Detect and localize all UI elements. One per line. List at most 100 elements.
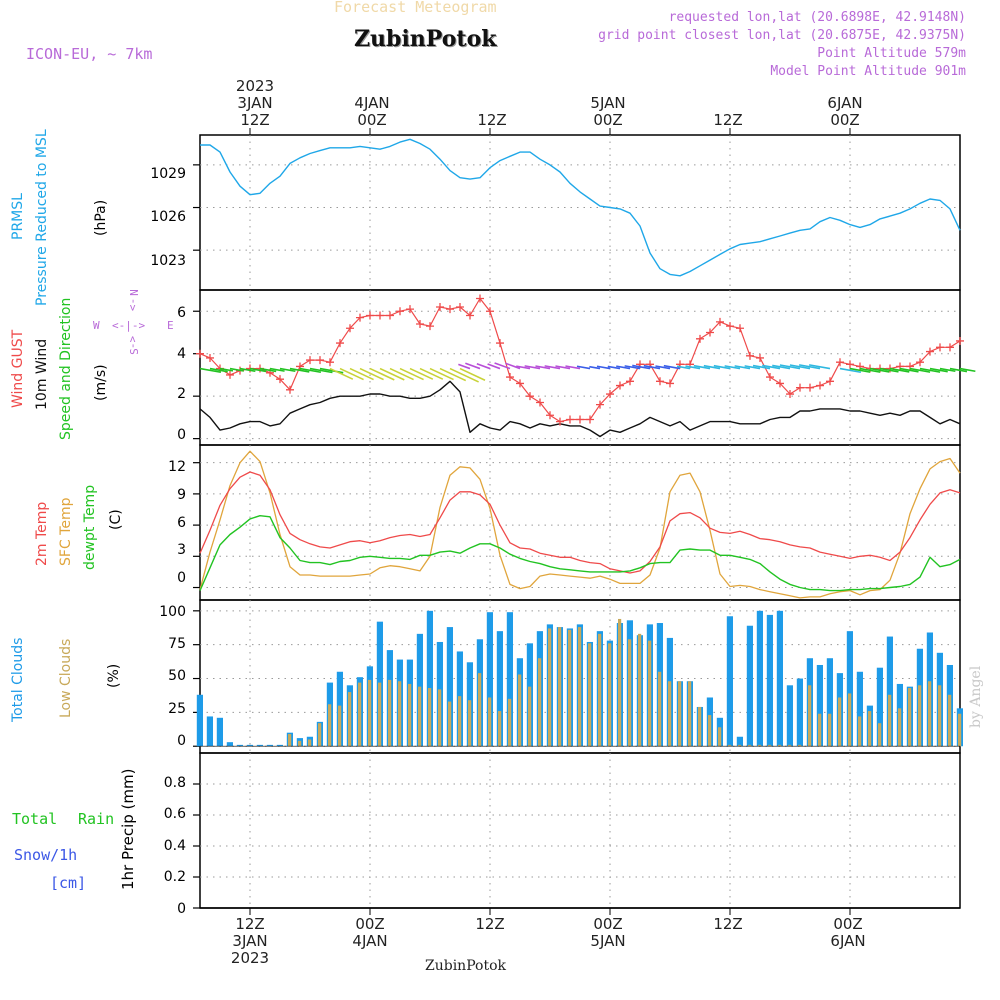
wind-direction-arrow bbox=[724, 365, 741, 370]
y-tick-label: 2 bbox=[177, 386, 186, 402]
t2m-label: 2m Temp bbox=[34, 501, 50, 566]
wind-direction-arrow bbox=[789, 364, 811, 370]
gust-point-marker bbox=[526, 392, 534, 401]
low-clouds-bar bbox=[728, 744, 732, 747]
low-clouds-bar bbox=[478, 673, 482, 747]
wind-direction-arrow bbox=[249, 367, 267, 373]
wind-direction-arrow bbox=[849, 367, 871, 373]
wind-direction-arrow bbox=[685, 365, 701, 370]
low-clouds-bar bbox=[938, 685, 942, 747]
precip-unit: 1hr Precip (mm) bbox=[119, 768, 137, 890]
bottom-time-label: 12Z bbox=[713, 915, 743, 933]
gust-point-marker bbox=[816, 381, 824, 390]
gust-point-marker bbox=[756, 353, 764, 362]
wind-direction-arrow bbox=[949, 367, 968, 373]
wind-direction-arrow bbox=[939, 367, 956, 373]
low-clouds-bar bbox=[588, 643, 592, 747]
low-clouds-bar bbox=[398, 681, 402, 747]
low-clouds-bar bbox=[608, 643, 612, 747]
low-clouds-bar bbox=[448, 701, 452, 747]
wind-direction-arrow bbox=[299, 367, 322, 374]
low-clouds-bar bbox=[958, 713, 962, 747]
top-time-label: 12Z bbox=[477, 111, 507, 129]
wind-direction-arrow bbox=[535, 365, 551, 370]
gust-point-marker bbox=[376, 311, 384, 320]
gust-point-marker bbox=[396, 307, 404, 316]
low-clouds-bar bbox=[528, 686, 532, 747]
gust-point-marker bbox=[446, 305, 454, 314]
wind-direction-label: Speed and Direction bbox=[58, 297, 74, 440]
wind-direction-arrow bbox=[713, 364, 731, 370]
gust-point-marker bbox=[456, 302, 464, 311]
gust-point-marker bbox=[306, 356, 314, 365]
gust-point-marker bbox=[356, 313, 364, 322]
watermark: by Angel bbox=[968, 665, 984, 728]
total-clouds-bar bbox=[246, 744, 253, 747]
total-clouds-bar bbox=[496, 631, 503, 747]
wind-direction-arrow bbox=[889, 367, 910, 373]
y-tick-label: 75 bbox=[168, 636, 186, 652]
low-clouds-bar bbox=[688, 681, 692, 747]
total-clouds-bar bbox=[886, 636, 893, 747]
top-time-label: 6JAN 00Z bbox=[827, 94, 863, 129]
gust-point-marker bbox=[836, 358, 844, 367]
low-clouds-bar bbox=[748, 744, 752, 747]
wind-direction-arrow bbox=[576, 365, 591, 370]
precip-rain-label: Rain bbox=[78, 810, 115, 828]
y-tick-label: 0.2 bbox=[163, 869, 186, 885]
low-clouds-bar bbox=[598, 633, 602, 747]
total-clouds-bar bbox=[766, 614, 773, 747]
y-tick-label: 100 bbox=[159, 604, 186, 620]
low-clouds-bar bbox=[298, 740, 302, 747]
low-clouds-bar bbox=[678, 681, 682, 747]
precip-snow-unit: [cm] bbox=[50, 874, 87, 892]
forecast-title: Forecast Meteogram bbox=[334, 0, 497, 16]
top-time-label: 12Z bbox=[713, 111, 743, 129]
gust-point-marker bbox=[766, 373, 774, 382]
gust-point-marker bbox=[566, 415, 574, 424]
low-clouds-bar bbox=[848, 693, 852, 747]
low-clouds-bar bbox=[818, 713, 822, 747]
wind-direction-arrow bbox=[919, 367, 941, 373]
low-clouds-bar bbox=[868, 711, 872, 747]
gust-point-marker bbox=[506, 373, 514, 382]
y-tick-label: 3 bbox=[177, 542, 186, 558]
wind-direction-arrow bbox=[389, 367, 414, 381]
wind-direction-arrow bbox=[439, 367, 467, 382]
wind-direction-arrow bbox=[555, 365, 571, 370]
wind-direction-arrow bbox=[808, 364, 831, 370]
wind-direction-arrow bbox=[359, 367, 384, 381]
wind-direction-arrow bbox=[209, 367, 228, 373]
total-clouds-bar bbox=[746, 625, 753, 747]
low-clouds-bar bbox=[488, 697, 492, 747]
total-clouds-bar bbox=[856, 671, 863, 747]
wind-direction-arrow bbox=[772, 364, 791, 370]
precip-snow-label: Snow/1h bbox=[14, 846, 78, 864]
low-clouds-bar bbox=[338, 705, 342, 747]
gust-point-marker bbox=[326, 358, 334, 367]
pressure-label: PRMSL bbox=[10, 193, 26, 240]
wind-direction-arrow bbox=[839, 367, 862, 374]
wind-direction-arrow bbox=[589, 365, 601, 370]
low-clouds-bar bbox=[658, 671, 662, 747]
gust-point-marker bbox=[576, 415, 584, 424]
low-clouds-bar bbox=[288, 734, 292, 747]
low-clouds-bar bbox=[918, 685, 922, 747]
low-clouds-bar bbox=[468, 700, 472, 747]
y-tick-label: 50 bbox=[168, 668, 186, 684]
wind-direction-arrow bbox=[655, 365, 671, 370]
wind-direction-arrow bbox=[762, 364, 781, 370]
low-clouds-bar bbox=[668, 681, 672, 747]
low-clouds-bar bbox=[928, 681, 932, 747]
wind-direction-arrow bbox=[409, 367, 434, 380]
total-clouds-bar bbox=[506, 612, 513, 747]
gust-point-marker bbox=[786, 390, 794, 399]
compass-arrows: <-|-> bbox=[112, 319, 146, 332]
total-clouds-bar bbox=[816, 664, 823, 747]
total-clouds-bar bbox=[736, 736, 743, 747]
low-clouds-bar bbox=[788, 744, 792, 747]
low-clouds-bar bbox=[388, 679, 392, 747]
total-clouds-bar bbox=[446, 627, 453, 747]
gust-point-marker bbox=[666, 379, 674, 388]
low-clouds-bar bbox=[758, 744, 762, 747]
